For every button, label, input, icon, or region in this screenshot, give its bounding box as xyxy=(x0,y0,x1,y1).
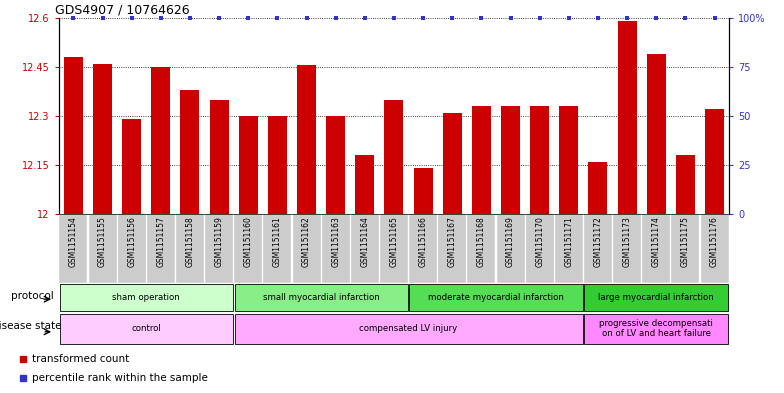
Text: GSM1151164: GSM1151164 xyxy=(361,216,369,267)
Bar xyxy=(559,106,579,214)
Text: GSM1151157: GSM1151157 xyxy=(156,216,165,267)
Text: GSM1151159: GSM1151159 xyxy=(215,216,223,267)
Bar xyxy=(701,214,728,283)
Bar xyxy=(409,214,437,283)
Bar xyxy=(263,214,292,283)
Text: moderate myocardial infarction: moderate myocardial infarction xyxy=(428,293,564,301)
Text: GSM1151167: GSM1151167 xyxy=(448,216,457,267)
Text: control: control xyxy=(132,324,161,333)
Bar xyxy=(118,214,146,283)
Text: GSM1151170: GSM1151170 xyxy=(535,216,544,267)
Bar xyxy=(292,214,321,283)
Text: GSM1151176: GSM1151176 xyxy=(710,216,719,267)
Text: protocol: protocol xyxy=(11,291,54,301)
Text: GSM1151163: GSM1151163 xyxy=(331,216,340,267)
Bar xyxy=(234,285,408,311)
Text: GSM1151156: GSM1151156 xyxy=(127,216,136,267)
Bar xyxy=(176,214,204,283)
Text: progressive decompensati
on of LV and heart failure: progressive decompensati on of LV and he… xyxy=(599,319,713,338)
Bar xyxy=(122,119,141,214)
Bar xyxy=(234,314,583,344)
Bar xyxy=(671,214,699,283)
Bar xyxy=(60,214,87,283)
Bar xyxy=(414,168,433,214)
Bar xyxy=(496,214,524,283)
Bar xyxy=(350,214,379,283)
Text: GSM1151154: GSM1151154 xyxy=(69,216,78,267)
Text: transformed count: transformed count xyxy=(32,354,129,364)
Bar xyxy=(60,314,233,344)
Text: GSM1151161: GSM1151161 xyxy=(273,216,282,267)
Bar xyxy=(647,54,666,214)
Text: GSM1151168: GSM1151168 xyxy=(477,216,486,267)
Bar xyxy=(642,214,670,283)
Bar xyxy=(205,214,233,283)
Text: GSM1151171: GSM1151171 xyxy=(564,216,573,267)
Text: GDS4907 / 10764626: GDS4907 / 10764626 xyxy=(56,4,190,17)
Text: compensated LV injury: compensated LV injury xyxy=(359,324,458,333)
Bar xyxy=(613,214,641,283)
Bar xyxy=(555,214,583,283)
Bar xyxy=(467,214,495,283)
Bar xyxy=(209,99,229,214)
Bar xyxy=(589,162,608,214)
Text: GSM1151173: GSM1151173 xyxy=(622,216,632,267)
Bar xyxy=(355,155,374,214)
Bar xyxy=(501,106,520,214)
Text: GSM1151160: GSM1151160 xyxy=(244,216,252,267)
Text: percentile rank within the sample: percentile rank within the sample xyxy=(32,373,208,383)
Bar xyxy=(443,113,462,214)
Bar xyxy=(409,285,583,311)
Bar xyxy=(472,106,491,214)
Bar xyxy=(530,106,549,214)
Bar xyxy=(676,155,695,214)
Text: disease state: disease state xyxy=(0,321,61,331)
Bar xyxy=(89,214,117,283)
Text: GSM1151175: GSM1151175 xyxy=(681,216,690,267)
Bar xyxy=(326,116,345,214)
Text: GSM1151169: GSM1151169 xyxy=(506,216,515,267)
Bar xyxy=(151,67,170,214)
Bar xyxy=(584,214,612,283)
Bar xyxy=(380,214,408,283)
Bar xyxy=(584,285,728,311)
Bar xyxy=(321,214,350,283)
Text: GSM1151165: GSM1151165 xyxy=(390,216,398,267)
Bar xyxy=(64,57,83,214)
Bar xyxy=(93,64,112,214)
Bar xyxy=(526,214,554,283)
Text: GSM1151172: GSM1151172 xyxy=(593,216,602,267)
Bar xyxy=(239,116,258,214)
Text: large myocardial infarction: large myocardial infarction xyxy=(598,293,714,301)
Bar xyxy=(147,214,175,283)
Bar xyxy=(705,109,724,214)
Bar xyxy=(297,65,316,214)
Bar xyxy=(618,21,637,214)
Bar xyxy=(268,116,287,214)
Text: GSM1151166: GSM1151166 xyxy=(419,216,427,267)
Text: GSM1151174: GSM1151174 xyxy=(652,216,661,267)
Bar xyxy=(584,314,728,344)
Text: small myocardial infarction: small myocardial infarction xyxy=(263,293,379,301)
Bar xyxy=(60,285,233,311)
Text: sham operation: sham operation xyxy=(112,293,180,301)
Bar xyxy=(384,99,404,214)
Text: GSM1151155: GSM1151155 xyxy=(98,216,107,267)
Bar xyxy=(180,90,199,214)
Bar xyxy=(234,214,262,283)
Text: GSM1151158: GSM1151158 xyxy=(186,216,194,267)
Text: GSM1151162: GSM1151162 xyxy=(302,216,311,267)
Bar xyxy=(438,214,466,283)
